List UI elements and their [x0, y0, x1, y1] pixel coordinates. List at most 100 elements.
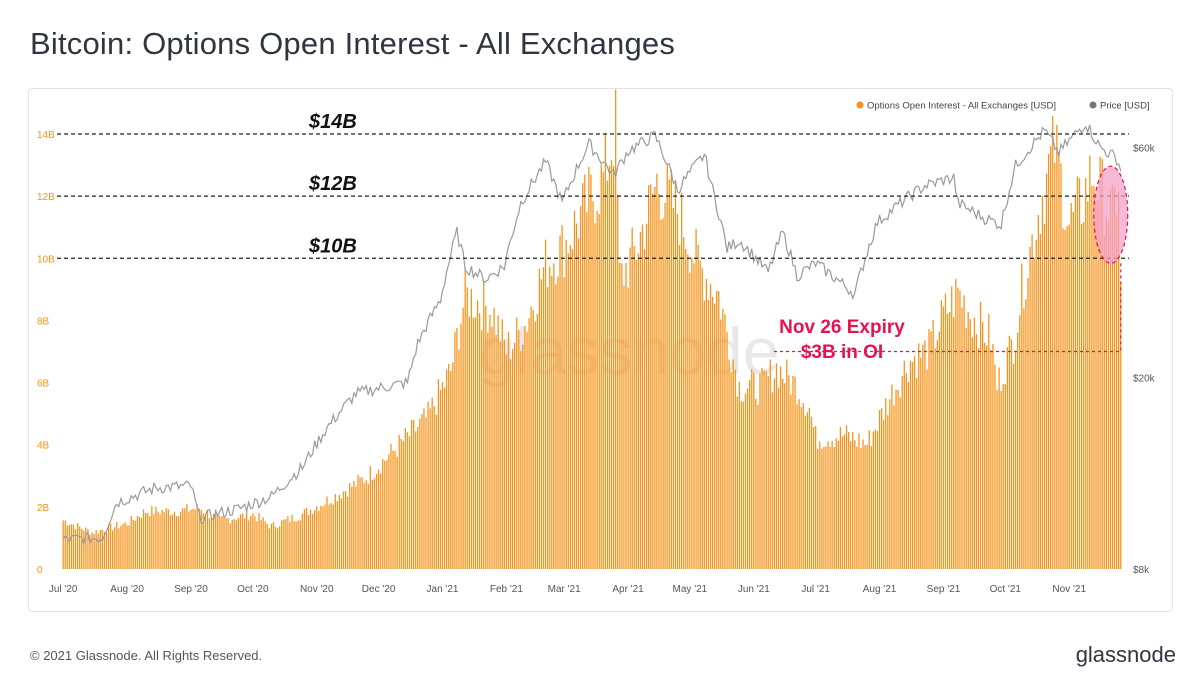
oi-bar	[899, 397, 901, 569]
oi-bar	[516, 317, 518, 569]
oi-bar	[804, 415, 806, 569]
oi-bar	[695, 228, 697, 569]
oi-bar	[349, 483, 351, 569]
oi-bar	[530, 306, 532, 569]
oi-bar	[167, 509, 169, 569]
oi-bar	[188, 511, 190, 569]
oi-bar	[149, 516, 151, 569]
oi-bar	[833, 446, 835, 569]
oi-bar	[272, 522, 275, 569]
oi-bar	[687, 254, 689, 569]
oi-bar	[132, 519, 134, 569]
x-tick-label: Nov '21	[1052, 584, 1086, 595]
oi-bar	[557, 276, 559, 569]
oi-bar	[128, 525, 130, 569]
oi-bar	[872, 431, 875, 569]
oi-bar	[718, 291, 720, 569]
oi-bar	[369, 466, 371, 569]
oi-bar	[120, 525, 122, 569]
oi-bar	[812, 427, 815, 569]
oi-bar	[992, 344, 994, 569]
oi-bar	[190, 509, 192, 569]
oi-bar	[629, 247, 631, 570]
oi-bar	[402, 441, 404, 569]
oi-bar	[1120, 283, 1122, 569]
oi-bar	[1029, 246, 1031, 570]
oi-bar	[124, 522, 126, 569]
oi-bar	[1066, 226, 1068, 569]
oi-bar	[311, 514, 314, 569]
oi-bar	[390, 443, 392, 569]
oi-bar	[940, 300, 943, 569]
oi-bar	[864, 445, 866, 569]
oi-bar	[788, 375, 790, 569]
oi-bar	[68, 525, 71, 569]
oi-bar	[909, 360, 912, 569]
oi-bar	[1025, 299, 1027, 569]
oi-bar	[736, 396, 738, 569]
oi-bar	[85, 527, 87, 569]
oi-bar	[639, 232, 642, 570]
oi-bar	[730, 372, 732, 569]
oi-bar	[1118, 191, 1120, 570]
oi-bar	[728, 359, 730, 569]
oi-bar	[1019, 315, 1021, 569]
y-left-tick-label: 12B	[37, 192, 55, 203]
oi-bar	[353, 480, 355, 569]
oi-bar	[237, 517, 240, 569]
oi-bar	[988, 313, 990, 569]
oi-bar	[802, 403, 804, 569]
oi-bar	[633, 246, 635, 570]
oi-bar	[398, 435, 400, 569]
oi-bar	[202, 513, 205, 569]
oi-bar	[765, 371, 767, 569]
oi-bar	[916, 377, 918, 569]
oi-bar	[266, 523, 268, 569]
oi-bar	[936, 340, 938, 569]
reference-label: $10B	[308, 235, 357, 257]
oi-bar	[608, 165, 611, 570]
oi-bar	[1078, 178, 1081, 569]
oi-bar	[524, 326, 526, 569]
oi-bar	[672, 207, 675, 569]
x-tick-label: Oct '21	[990, 584, 1022, 595]
oi-bar	[866, 445, 868, 569]
oi-bar	[711, 296, 714, 569]
oi-bar	[1041, 195, 1044, 569]
oi-bar	[293, 520, 295, 569]
oi-bar	[656, 173, 658, 569]
oi-bar	[1006, 347, 1009, 569]
oi-bar	[897, 389, 899, 569]
oi-bar	[456, 328, 458, 569]
oi-bar	[491, 326, 493, 569]
y-left-tick-label: 6B	[37, 379, 50, 390]
oi-bar	[210, 517, 213, 569]
oi-bar	[425, 417, 427, 569]
oi-bar	[351, 487, 353, 569]
oi-bar	[905, 373, 907, 569]
oi-bar	[668, 179, 670, 569]
oi-bar	[204, 514, 207, 569]
oi-bar	[932, 320, 934, 569]
oi-bar	[938, 331, 940, 569]
oi-bar	[1113, 186, 1116, 569]
oi-bar	[305, 507, 308, 569]
oi-bar	[227, 518, 229, 569]
oi-bar	[435, 414, 437, 569]
oi-bar	[977, 348, 980, 569]
oi-bar	[955, 278, 957, 569]
oi-bar	[913, 356, 916, 569]
oi-bar	[662, 218, 664, 569]
oi-bar	[165, 508, 167, 569]
oi-bar	[423, 408, 425, 569]
oi-bar	[856, 446, 858, 569]
oi-bar	[413, 420, 415, 569]
oi-bar	[549, 266, 551, 569]
oi-bar	[99, 529, 101, 569]
oi-bar	[404, 428, 407, 569]
oi-bar	[262, 517, 264, 569]
oi-bar	[163, 512, 165, 569]
oi-bar	[1095, 201, 1097, 569]
oi-bar	[565, 239, 567, 569]
oi-bar	[450, 370, 452, 569]
